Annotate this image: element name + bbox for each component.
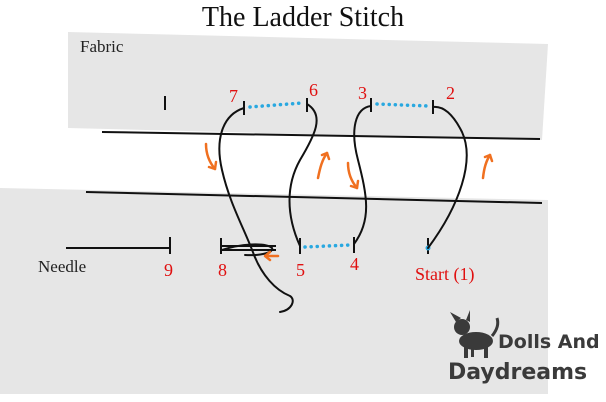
hidden-stitches	[248, 101, 430, 249]
step-4: 4	[350, 254, 359, 274]
diagram-title: The Ladder Stitch	[201, 2, 405, 33]
step-5: 5	[296, 260, 305, 280]
logo-line1: Dolls And	[498, 331, 600, 353]
needle-label: Needle	[38, 257, 86, 276]
step-start: Start (1)	[415, 264, 474, 285]
upper-fabric-edge	[101, 131, 541, 140]
arrow-down-icon	[346, 161, 360, 190]
lower-fabric-piece	[0, 188, 548, 394]
needle-eye	[220, 238, 276, 254]
step-8: 8	[218, 260, 227, 280]
dog-silhouette-icon	[450, 310, 500, 358]
dolls-and-daydreams-logo: Dolls And Daydreams	[448, 310, 600, 385]
step-3: 3	[358, 83, 367, 103]
upper-fabric-piece	[68, 32, 548, 140]
lower-fabric-edge	[85, 191, 543, 204]
step-numbers: Start (1) 2 3 4 5 6 7 8 9	[164, 80, 474, 285]
arrow-up-icon	[316, 151, 331, 180]
logo-line2: Daydreams	[448, 360, 587, 385]
fabric-label: Fabric	[80, 37, 124, 56]
step-7: 7	[229, 86, 238, 106]
step-2: 2	[446, 83, 455, 103]
step-9: 9	[164, 260, 173, 280]
arrow-left-icon	[263, 250, 280, 262]
step-6: 6	[309, 80, 318, 100]
direction-arrows	[204, 142, 494, 262]
arrow-down-left-icon	[204, 142, 218, 171]
arrow-up-right-icon	[481, 153, 494, 180]
